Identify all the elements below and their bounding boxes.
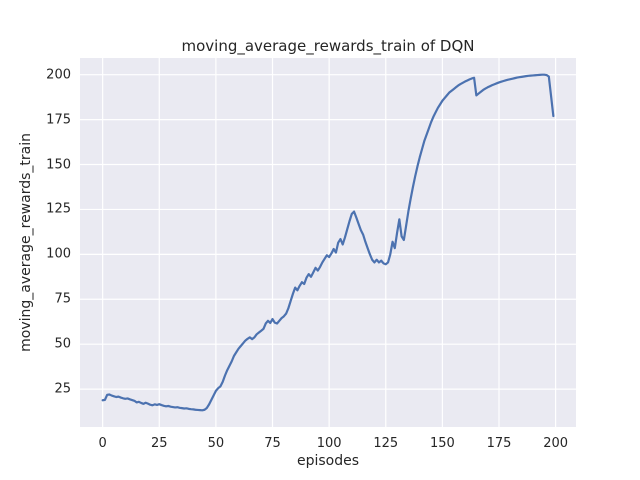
x-tick-label: 75 — [264, 436, 281, 451]
y-tick-label: 200 — [46, 67, 71, 83]
y-tick-label: 125 — [46, 201, 71, 217]
x-tick-label: 25 — [150, 436, 168, 451]
x-tick-label: 200 — [543, 436, 569, 451]
y-tick-label: 50 — [54, 336, 71, 352]
y-axis-label: moving_average_rewards_train — [18, 133, 34, 352]
y-tick-label: 100 — [46, 246, 71, 262]
x-axis-label: episodes — [296, 453, 360, 469]
x-tick-label: 50 — [207, 436, 225, 451]
series-line — [101, 73, 555, 412]
x-tick-label: 0 — [98, 436, 107, 451]
y-axis-label-wrap: moving_average_rewards_train — [17, 58, 35, 427]
y-tick-label: 25 — [54, 381, 71, 397]
plot-area — [80, 58, 576, 427]
y-tick-label: 150 — [46, 157, 71, 173]
chart-title: moving_average_rewards_train of DQN — [181, 37, 475, 55]
x-tick-label: 125 — [373, 436, 399, 451]
x-tick-label: 150 — [429, 436, 455, 451]
y-tick-label: 175 — [46, 112, 71, 128]
x-tick-label: 100 — [316, 436, 342, 451]
line-plot-canvas — [80, 58, 576, 427]
x-tick-label: 175 — [486, 436, 512, 451]
y-tick-label: 75 — [54, 291, 71, 307]
